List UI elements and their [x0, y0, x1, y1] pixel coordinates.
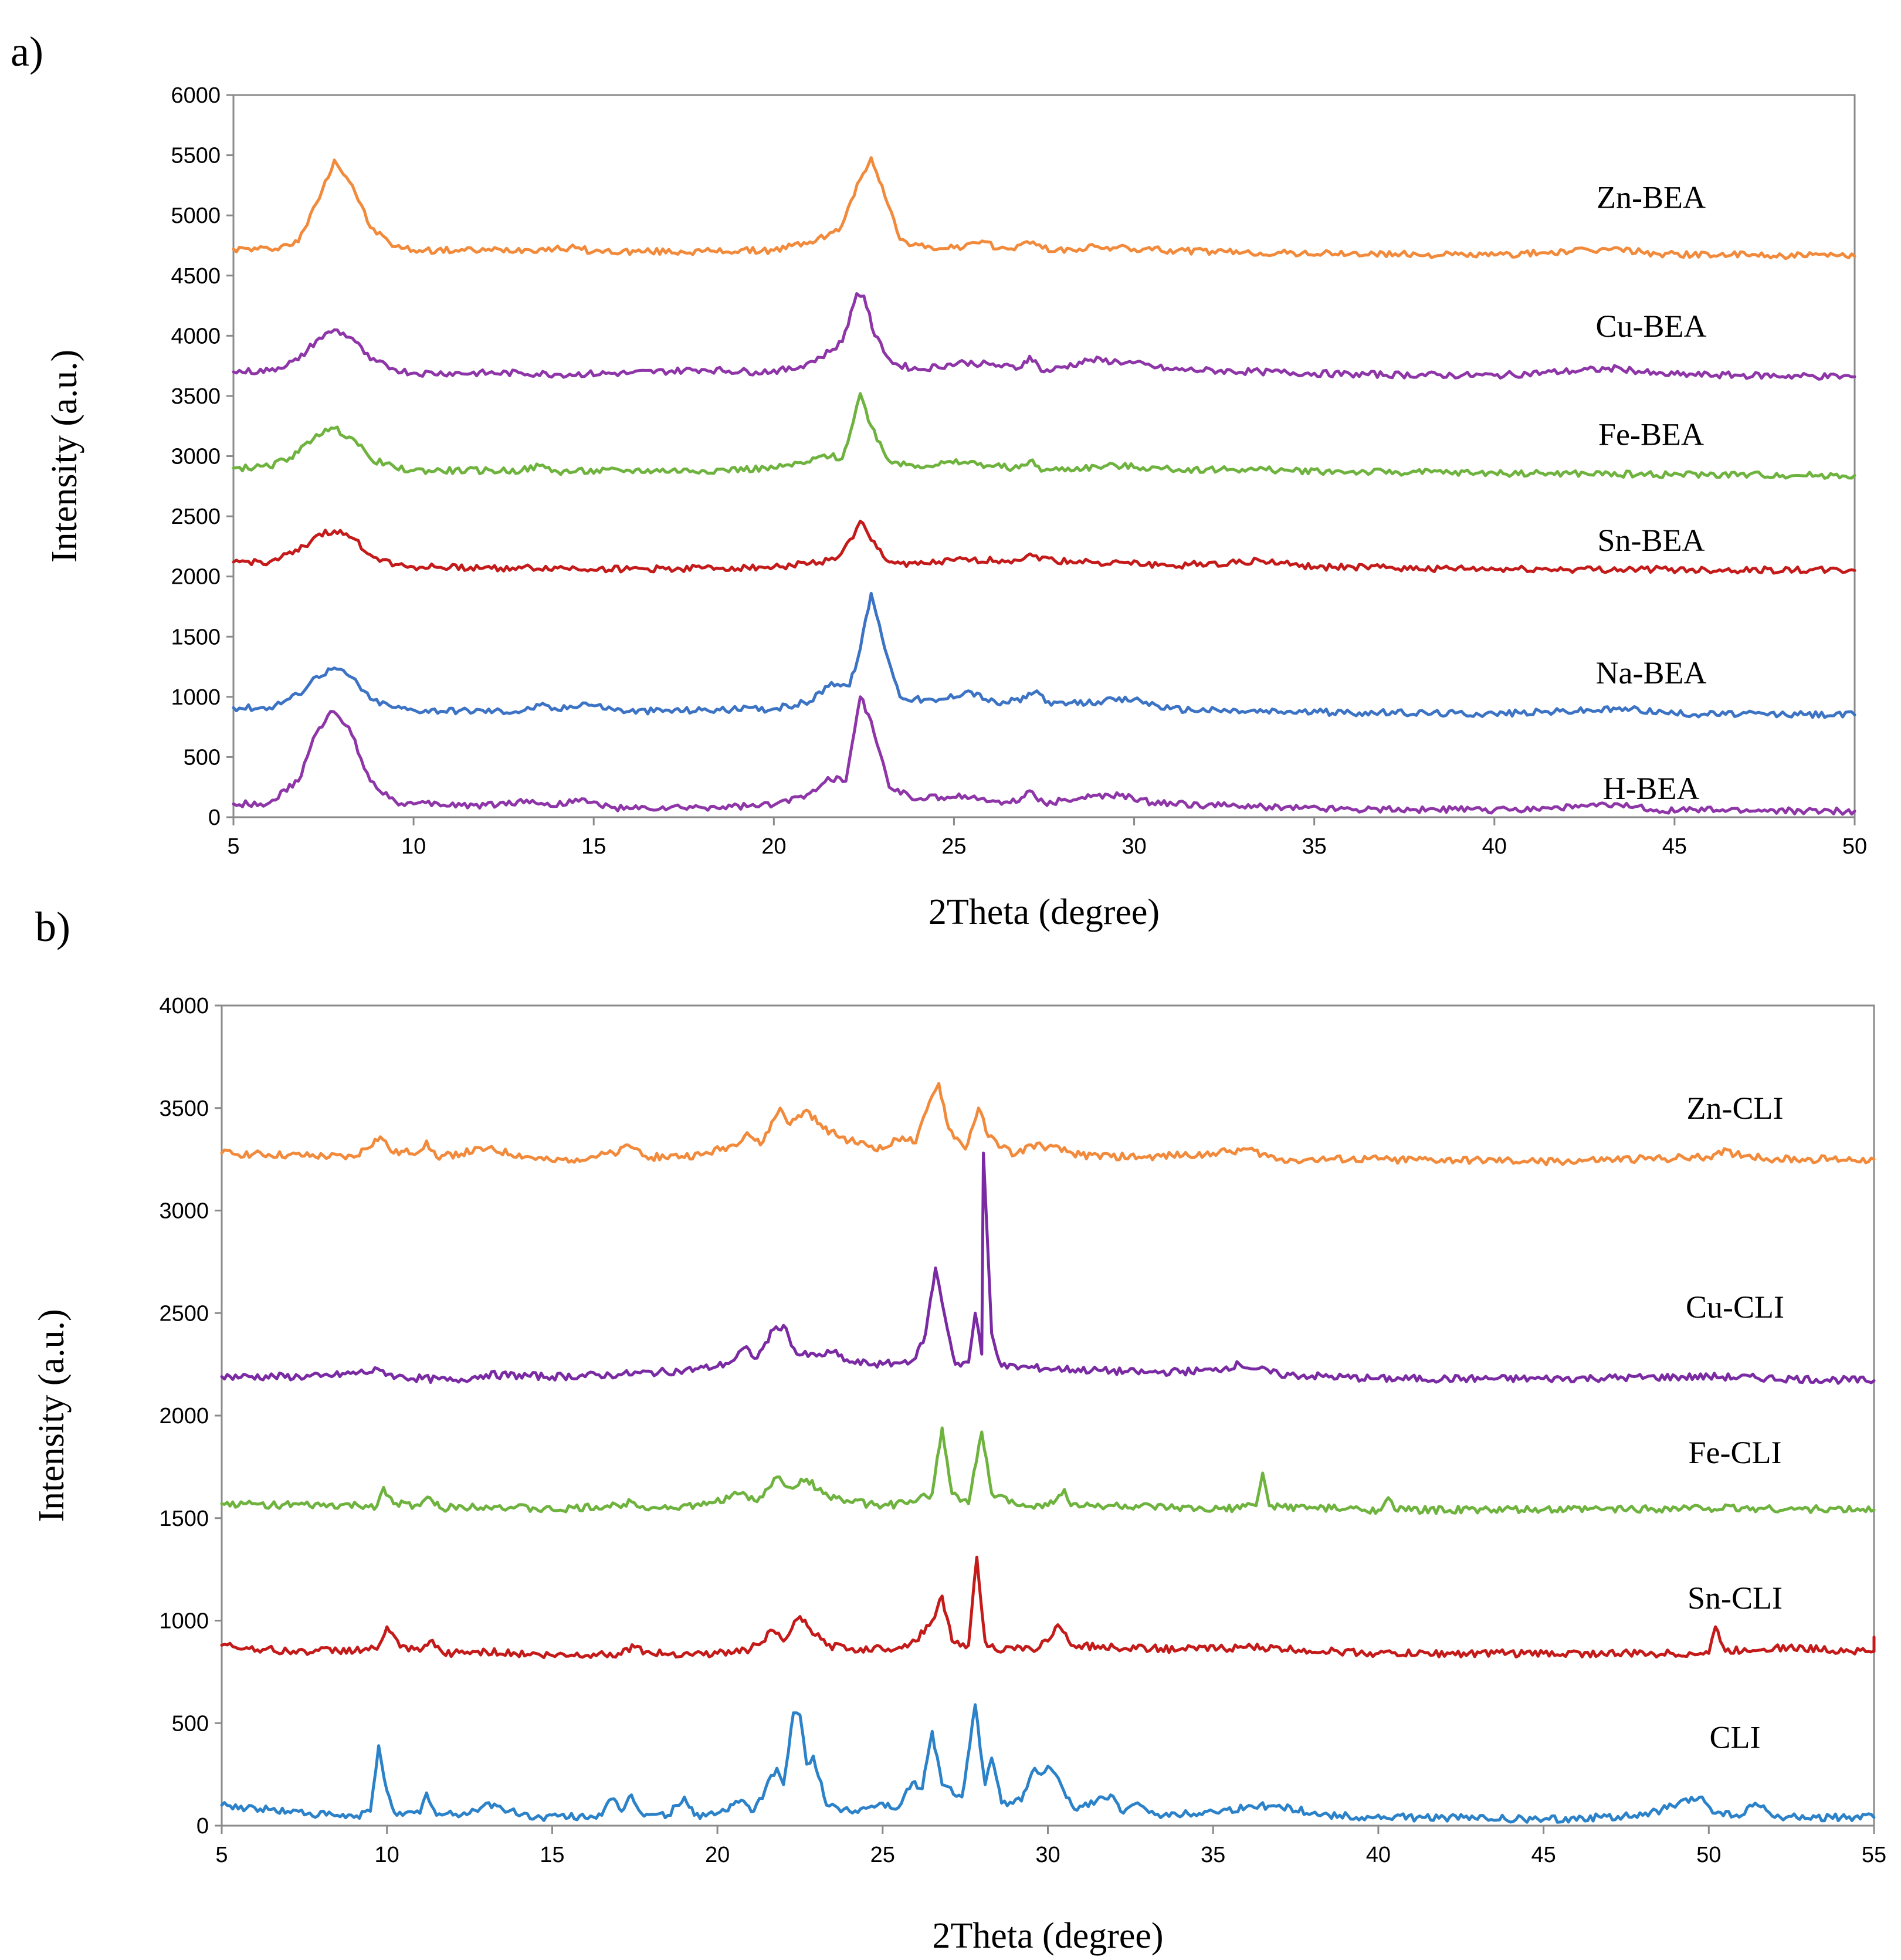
y-tick-label: 6000	[171, 83, 221, 108]
y-tick-label: 3000	[159, 1199, 209, 1224]
x-axis-title: 2Theta (degree)	[932, 1916, 1163, 1956]
series-na-bea: Na-BEA	[232, 591, 1856, 719]
x-axis-title: 2Theta (degree)	[929, 892, 1160, 932]
series-sn-bea: Sn-BEA	[232, 519, 1856, 575]
series-label: CLI	[1710, 1720, 1761, 1755]
x-tick-label: 15	[540, 1843, 564, 1867]
series-label: H-BEA	[1603, 771, 1700, 806]
x-tick-label: 40	[1366, 1843, 1391, 1867]
series-label: Cu-BEA	[1596, 309, 1707, 344]
series-line	[232, 392, 1856, 480]
series-label: Na-BEA	[1596, 655, 1707, 690]
series-cli: CLI	[220, 1703, 1876, 1824]
x-tick-label: 35	[1302, 834, 1327, 859]
y-tick-label: 1500	[159, 1507, 209, 1531]
x-tick-label: 5	[227, 834, 239, 859]
series-line	[232, 519, 1856, 575]
y-tick-label: 0	[208, 805, 221, 830]
series-cu-cli: Cu-CLI	[220, 1152, 1876, 1385]
x-tick-label: 50	[1842, 834, 1867, 859]
series-line	[220, 1082, 1876, 1167]
series-label: Fe-BEA	[1598, 417, 1704, 452]
y-axis-title: Intensity (a.u.)	[32, 1309, 72, 1522]
y-tick-label: 1500	[171, 625, 221, 649]
y-tick-label: 4500	[171, 264, 221, 289]
y-tick-label: 2000	[159, 1404, 209, 1428]
y-tick-label: 1000	[171, 685, 221, 710]
y-tick-label: 4000	[171, 324, 221, 348]
series-line	[232, 695, 1856, 816]
x-tick-label: 10	[401, 834, 426, 859]
series-line	[232, 292, 1856, 381]
series-zn-bea: Zn-BEA	[232, 156, 1856, 260]
x-tick-label: 5	[215, 1843, 228, 1867]
y-tick-label: 5500	[171, 144, 221, 168]
y-tick-label: 1000	[159, 1609, 209, 1634]
y-tick-label: 3500	[159, 1096, 209, 1121]
y-tick-label: 2500	[159, 1301, 209, 1326]
y-tick-label: 0	[196, 1814, 209, 1839]
series-fe-cli: Fe-CLI	[220, 1426, 1876, 1515]
series-label: Sn-BEA	[1597, 523, 1705, 558]
x-tick-label: 35	[1201, 1843, 1225, 1867]
series-h-bea: H-BEA	[232, 695, 1856, 816]
series-sn-cli: Sn-CLI	[220, 1555, 1876, 1659]
panel-label: b)	[35, 903, 70, 950]
x-tick-label: 45	[1662, 834, 1687, 859]
series-line	[232, 156, 1856, 260]
y-tick-label: 3500	[171, 384, 221, 409]
x-tick-label: 20	[705, 1843, 730, 1867]
y-tick-label: 3000	[171, 445, 221, 469]
x-tick-label: 10	[375, 1843, 399, 1867]
panel-a: a) 0 500 1000 1500 2000 2500 3000 3500 4000 4500 50…	[11, 28, 1867, 932]
series-label: Fe-CLI	[1689, 1435, 1782, 1470]
series-fe-bea: Fe-BEA	[232, 392, 1856, 480]
series-label: Zn-BEA	[1597, 180, 1706, 215]
y-tick-label: 4000	[159, 994, 209, 1018]
series-label: Sn-CLI	[1687, 1580, 1783, 1616]
series-line	[232, 591, 1856, 719]
x-tick-label: 50	[1696, 1843, 1721, 1867]
y-tick-label: 500	[184, 745, 221, 770]
y-tick-label: 2000	[171, 565, 221, 590]
y-tick-label: 2500	[171, 505, 221, 529]
plot-area-frame	[221, 1004, 1875, 1827]
x-tick-label: 30	[1035, 1843, 1060, 1867]
x-tick-label: 30	[1121, 834, 1146, 859]
x-tick-label: 20	[761, 834, 786, 859]
series-line	[220, 1152, 1876, 1385]
x-tick-label: 25	[941, 834, 966, 859]
series-label: Cu-CLI	[1686, 1289, 1784, 1325]
x-tick-label: 15	[581, 834, 606, 859]
x-tick-label: 25	[870, 1843, 895, 1867]
y-tick-label: 500	[172, 1711, 209, 1736]
series-line	[220, 1703, 1876, 1824]
panel-label: a)	[11, 28, 43, 75]
x-tick-label: 55	[1862, 1843, 1886, 1867]
x-tick-label: 40	[1482, 834, 1507, 859]
y-tick-label: 5000	[171, 204, 221, 228]
series-label: Zn-CLI	[1687, 1091, 1784, 1126]
series-cu-bea: Cu-BEA	[232, 292, 1856, 381]
series-line	[220, 1555, 1876, 1659]
panel-b: b) 0 500 1000 1500 2000 2500 3000 3500 4000 5 10 15 2…	[32, 903, 1886, 1956]
y-axis-title: Intensity (a.u.)	[45, 350, 84, 563]
x-tick-label: 45	[1531, 1843, 1556, 1867]
series-zn-cli: Zn-CLI	[220, 1082, 1876, 1167]
series-line	[220, 1426, 1876, 1515]
